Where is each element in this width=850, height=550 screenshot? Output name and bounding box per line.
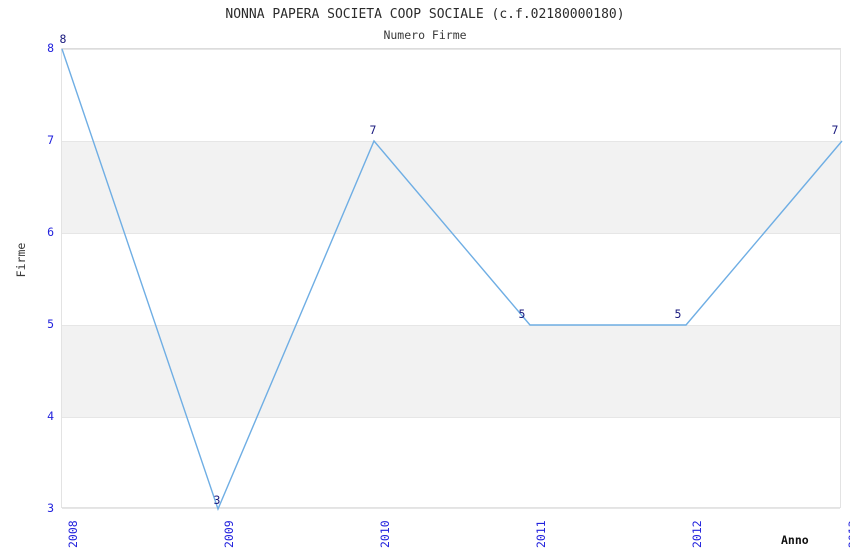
x-axis-tick: 2008 [66, 520, 80, 548]
chart-title: NONNA PAPERA SOCIETA COOP SOCIALE (c.f.0… [225, 7, 625, 22]
x-axis-tick: 2012 [690, 520, 704, 548]
x-axis-tick-labels: 2008 2009 2010 2011 2012 2013 [61, 512, 850, 550]
chart-subtitle: Numero Firme [383, 28, 467, 42]
x-axis-tick: 2011 [534, 520, 548, 548]
y-axis-tick: 7 [47, 133, 54, 147]
gridline [62, 508, 840, 509]
data-point-label: 5 [674, 307, 682, 321]
series-polyline [61, 48, 843, 511]
y-axis-title: Firme [14, 242, 28, 278]
gridline [62, 141, 840, 142]
x-axis-tick: 2013 [846, 520, 850, 548]
y-axis-tick: 8 [47, 41, 54, 55]
gridline [62, 417, 840, 418]
data-line-series [61, 48, 843, 511]
data-point-label: 7 [831, 123, 839, 137]
x-axis-title: Anno [781, 533, 809, 547]
data-point-label: 3 [213, 493, 221, 507]
gridline [62, 233, 840, 234]
y-axis-tick: 5 [47, 317, 54, 331]
gridline [62, 49, 840, 50]
gridline [62, 325, 840, 326]
plot-band [62, 325, 840, 417]
data-point-label: 7 [369, 123, 377, 137]
plot-area [61, 48, 843, 511]
y-axis-tick: 4 [47, 409, 54, 423]
y-axis-tick: 3 [47, 501, 54, 515]
y-axis-tick-labels: 8 7 6 5 4 3 [0, 41, 54, 515]
data-point-label: 8 [59, 32, 67, 46]
plot-band [62, 141, 840, 233]
x-axis-tick: 2009 [222, 520, 236, 548]
data-point-label: 5 [518, 307, 526, 321]
y-axis-tick: 6 [47, 225, 54, 239]
x-axis-tick: 2010 [378, 520, 392, 548]
